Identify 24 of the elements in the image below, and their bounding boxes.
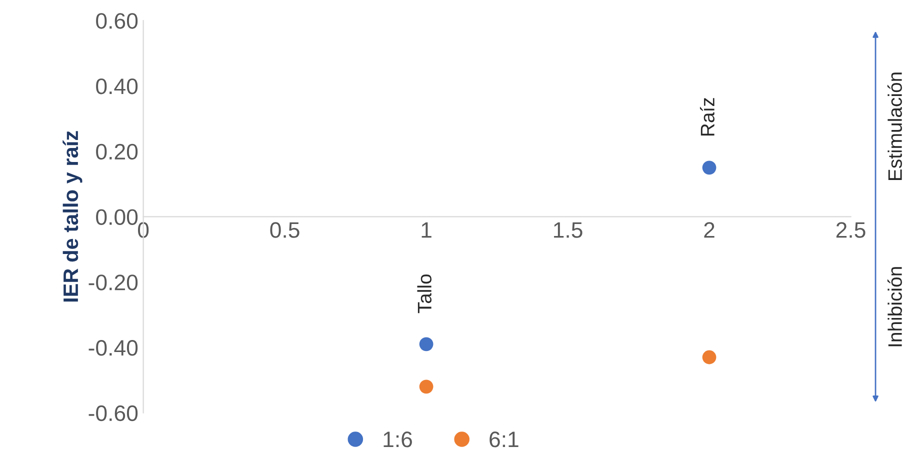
point	[702, 350, 716, 364]
annotation: Tallo	[417, 274, 432, 314]
y-tick-label: 0.60	[96, 13, 138, 29]
y-tick-label: 0.40	[96, 78, 138, 94]
point	[702, 160, 716, 175]
legend-label: 1:6	[384, 432, 412, 448]
y-tick-label: 0.20	[96, 144, 138, 160]
y-tick-label: -0.40	[88, 340, 138, 356]
x-tick-label: 0.5	[270, 222, 300, 238]
y-axis-title: IER de tallo y raíz	[62, 131, 82, 302]
x-tick-label: 0	[138, 222, 149, 238]
y-tick-label: -0.60	[88, 405, 138, 422]
y-tick-label: 0.00	[96, 209, 138, 225]
text: Estimulación	[887, 72, 902, 180]
x-tick-label: 1	[422, 222, 432, 238]
x-tick-label: 2	[704, 222, 714, 238]
x-tick-label: 1.5	[554, 222, 582, 238]
y-tick-label: -0.20	[88, 274, 138, 290]
x-tick-label: 2.5	[836, 222, 866, 238]
legend-label: 6:1	[490, 432, 518, 448]
point	[419, 337, 434, 352]
point	[419, 380, 434, 394]
text: Inhibición	[887, 267, 902, 346]
annotation: Raíz	[700, 98, 714, 136]
